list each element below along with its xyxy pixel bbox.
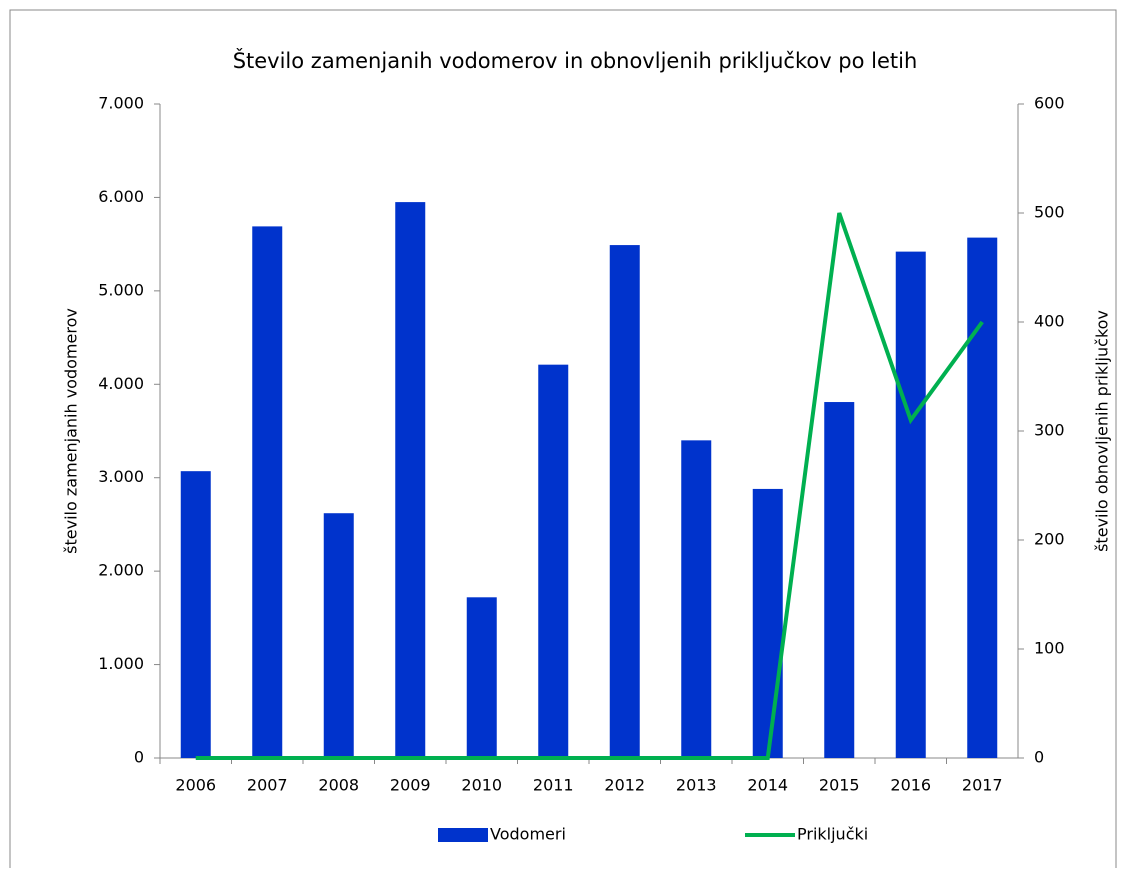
bar xyxy=(395,202,426,759)
legend-label: Vodomeri xyxy=(490,825,566,844)
y-axis-label: število zamenjanih vodomerov xyxy=(62,308,81,554)
x-tick-label: 2013 xyxy=(676,776,717,795)
x-tick-label: 2008 xyxy=(318,776,359,795)
line xyxy=(195,212,984,760)
bar xyxy=(895,251,926,759)
y2-tick-label: 500 xyxy=(1034,203,1065,222)
y2-tick-label: 300 xyxy=(1034,421,1065,440)
bar xyxy=(609,245,640,758)
x-tick-label: 2010 xyxy=(461,776,502,795)
y-tick-label: 4.000 xyxy=(98,374,144,393)
y-tick-label: 6.000 xyxy=(98,187,144,206)
y-tick-label: 1.000 xyxy=(98,654,144,673)
x-tick-label: 2015 xyxy=(819,776,860,795)
bar xyxy=(967,237,998,759)
y2-tick-label: 100 xyxy=(1034,639,1065,658)
y-tick-label: 5.000 xyxy=(98,280,144,299)
x-tick-label: 2016 xyxy=(890,776,931,795)
bar xyxy=(824,402,855,758)
x-tick-label: 2009 xyxy=(390,776,431,795)
x-tick-label: 2011 xyxy=(533,776,574,795)
x-tick-label: 2012 xyxy=(604,776,645,795)
bar xyxy=(252,226,283,759)
y2-axis-label: število obnovljenih priključkov xyxy=(1093,310,1112,552)
legend-swatch xyxy=(438,828,488,842)
y2-tick-label: 600 xyxy=(1034,94,1065,113)
y2-tick-label: 400 xyxy=(1034,312,1065,331)
y-tick-label: 3.000 xyxy=(98,467,144,486)
x-tick-label: 2006 xyxy=(175,776,216,795)
bar xyxy=(180,471,211,758)
x-tick-label: 2007 xyxy=(247,776,288,795)
x-tick-label: 2017 xyxy=(962,776,1003,795)
y-tick-label: 0 xyxy=(134,748,144,767)
bar xyxy=(681,440,712,758)
y-tick-label: 7.000 xyxy=(98,94,144,113)
bar xyxy=(538,364,569,758)
bar xyxy=(466,597,497,758)
y2-tick-label: 200 xyxy=(1034,530,1065,549)
bar xyxy=(323,513,354,758)
y-tick-label: 2.000 xyxy=(98,561,144,580)
chart-title: Število zamenjanih vodomerov in obnovlje… xyxy=(233,48,918,73)
legend-label: Priključki xyxy=(797,825,868,844)
x-tick-label: 2014 xyxy=(747,776,788,795)
bar xyxy=(752,488,783,758)
y2-tick-label: 0 xyxy=(1034,748,1044,767)
